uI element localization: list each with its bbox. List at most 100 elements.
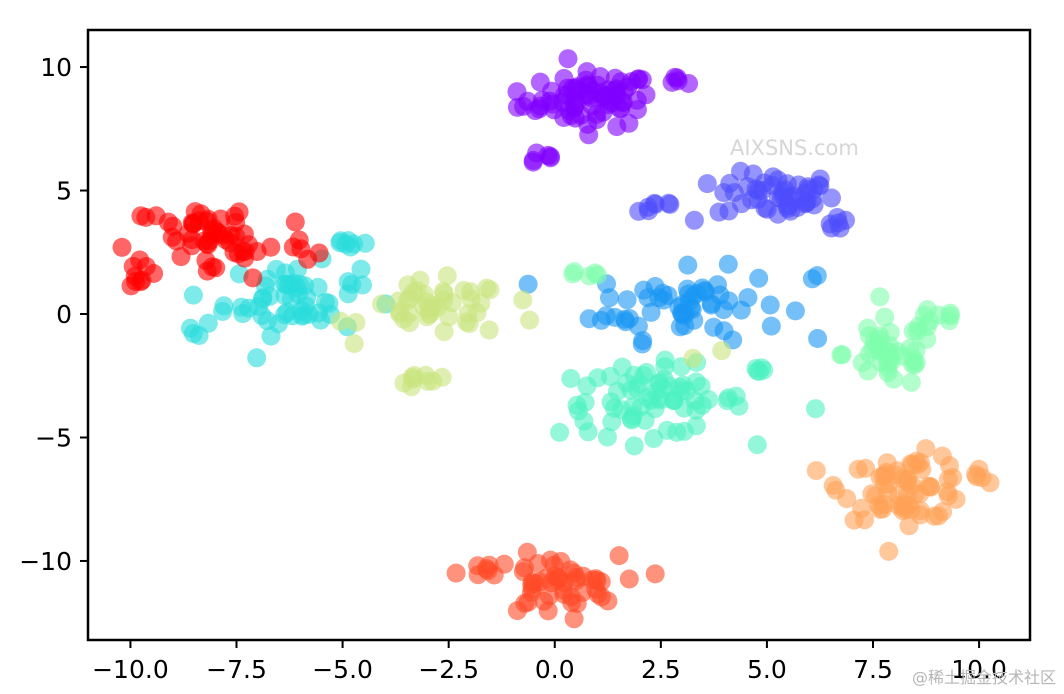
scatter-point: [253, 289, 272, 309]
scatter-point: [311, 310, 331, 330]
scatter-point: [619, 569, 639, 589]
scatter-point: [619, 309, 639, 328]
scatter-point: [550, 422, 570, 442]
scatter-point: [622, 410, 642, 430]
x-tick-label: 0.0: [535, 655, 575, 684]
scatter-point: [588, 265, 607, 285]
scatter-point: [331, 231, 351, 251]
scatter-point: [920, 477, 940, 497]
scatter-point: [189, 326, 209, 345]
scatter-point: [609, 546, 629, 566]
scatter-point: [544, 100, 564, 120]
scatter-point: [136, 207, 156, 227]
scatter-point: [351, 259, 371, 279]
scatter-point: [837, 489, 857, 509]
scatter-point: [346, 313, 366, 332]
scatter-point: [434, 322, 454, 342]
scatter-point: [718, 254, 738, 274]
scatter-point: [641, 302, 661, 322]
scatter-point: [390, 302, 410, 322]
x-tick-label: 2.5: [641, 655, 681, 684]
scatter-point: [534, 591, 554, 611]
scatter-point: [742, 190, 761, 210]
x-tick-label: 5.0: [747, 655, 787, 684]
scatter-point: [607, 117, 627, 137]
scatter-point: [530, 72, 550, 92]
scatter-point: [806, 399, 825, 419]
scatter-point: [900, 338, 920, 358]
scatter-point: [899, 516, 919, 536]
scatter-point: [822, 188, 841, 208]
scatter-point: [613, 92, 633, 112]
scatter-point: [563, 264, 583, 284]
scatter-point: [513, 562, 533, 582]
scatter-point: [673, 295, 693, 314]
scatter-point: [566, 78, 586, 98]
scatter-point: [372, 294, 392, 314]
scatter-point: [595, 86, 614, 105]
scatter-point: [738, 288, 758, 308]
scatter-point: [653, 283, 673, 303]
scatter-point: [752, 358, 772, 378]
y-tick-label: 5: [56, 177, 72, 206]
scatter-point: [878, 483, 898, 503]
scatter-point: [126, 272, 146, 291]
scatter-point: [331, 311, 350, 331]
scatter-point: [747, 435, 767, 455]
scatter-point: [754, 173, 774, 193]
scatter-point: [437, 266, 457, 286]
scatter-point: [247, 348, 267, 368]
scatter-point: [645, 564, 665, 584]
scatter-point: [477, 559, 496, 579]
scatter-point: [182, 236, 202, 256]
scatter-point: [943, 468, 963, 487]
scatter-point: [686, 416, 706, 436]
scatter-point: [548, 568, 568, 588]
scatter-point: [401, 377, 421, 397]
scatter-point: [591, 572, 611, 592]
scatter-point: [562, 593, 582, 613]
scatter-point: [823, 476, 843, 495]
scatter-point: [515, 593, 535, 613]
y-tick-label: −5: [35, 423, 72, 452]
scatter-point: [655, 357, 675, 377]
y-tick-label: 0: [56, 300, 72, 329]
scatter-point: [712, 341, 732, 361]
scatter-point: [344, 334, 364, 354]
scatter-point: [617, 290, 637, 310]
scatter-point: [243, 268, 263, 288]
scatter-point: [605, 307, 625, 327]
scatter-point: [828, 213, 848, 233]
scatter-point: [433, 282, 453, 301]
scatter-point: [924, 506, 944, 526]
scatter-point: [597, 427, 617, 447]
scatter-point: [660, 194, 680, 214]
scatter-point: [523, 152, 543, 172]
scatter-point: [627, 378, 647, 398]
scatter-point: [518, 274, 538, 294]
scatter-point: [163, 216, 183, 236]
y-axis: −10 −5 0 5 10: [19, 53, 88, 576]
scatter-point: [439, 307, 459, 327]
x-tick-label: 7.5: [853, 655, 893, 684]
scatter-point: [695, 281, 715, 300]
scatter-point: [938, 486, 958, 506]
scatter-point: [423, 371, 443, 391]
scatter-point: [749, 268, 769, 288]
scatter-point: [629, 69, 649, 89]
scatter-point: [808, 329, 828, 348]
scatter-point: [551, 552, 571, 571]
scatter-point: [514, 96, 534, 116]
scatter-point: [664, 391, 684, 411]
scatter-point: [667, 422, 687, 442]
scatter-point: [760, 295, 780, 315]
scatter-point: [226, 213, 246, 232]
scatter-point: [513, 290, 533, 310]
scatter-point: [538, 145, 558, 165]
scatter-point: [698, 390, 718, 409]
scatter-point: [480, 280, 500, 300]
scatter-point: [684, 210, 704, 230]
scatter-point: [870, 287, 890, 307]
scatter-point: [112, 237, 132, 257]
scatter-point: [875, 307, 895, 327]
